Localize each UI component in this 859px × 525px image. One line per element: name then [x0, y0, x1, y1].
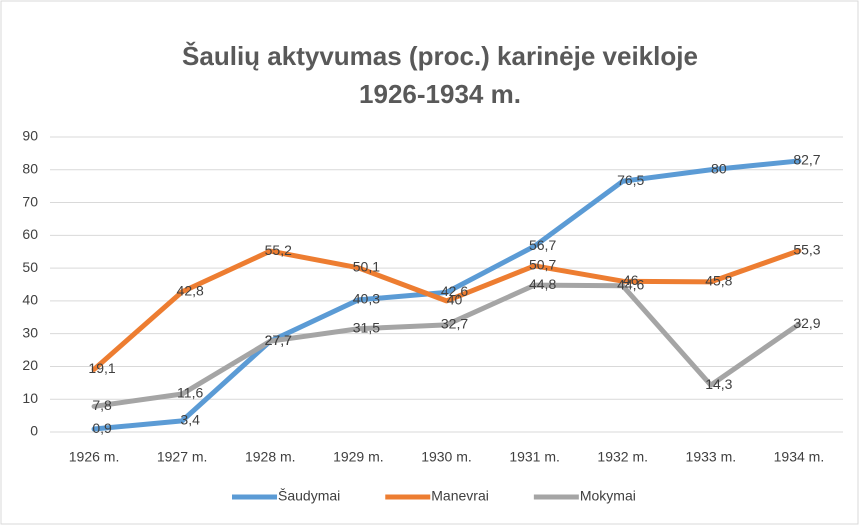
- data-label: 55,3: [793, 241, 820, 257]
- data-label: 0,9: [92, 420, 112, 436]
- chart-title: 1926-1934 m.: [359, 79, 521, 109]
- data-label: 40,3: [353, 291, 380, 307]
- data-label: 27,7: [265, 332, 292, 348]
- y-tick-label: 20: [22, 357, 38, 373]
- data-label: 50,1: [353, 258, 380, 274]
- series-line: [91, 248, 802, 372]
- y-tick-label: 0: [30, 423, 38, 439]
- data-label: 11,6: [177, 385, 203, 401]
- series-line: [91, 158, 802, 432]
- x-tick-label: 1928 m.: [245, 449, 296, 465]
- x-tick-label: 1926 m.: [69, 449, 120, 465]
- data-label: 7,8: [92, 397, 112, 413]
- y-tick-label: 40: [22, 292, 38, 308]
- x-tick-label: 1934 m.: [774, 449, 825, 465]
- data-label: 32,7: [441, 316, 468, 332]
- y-tick-label: 70: [22, 193, 38, 209]
- legend-label: Šaudymai: [278, 488, 340, 504]
- data-label: 40: [447, 292, 463, 308]
- x-tick-label: 1932 m.: [597, 449, 648, 465]
- data-label: 56,7: [529, 237, 556, 253]
- data-label: 27,7: [265, 332, 292, 348]
- data-label: 50,7: [529, 257, 556, 273]
- y-tick-label: 50: [22, 259, 38, 275]
- y-tick-label: 60: [22, 226, 38, 242]
- x-tick-label: 1930 m.: [421, 449, 472, 465]
- x-tick-label: 1929 m.: [333, 449, 384, 465]
- data-label: 42,8: [177, 282, 204, 298]
- data-label: 55,2: [265, 242, 292, 258]
- x-tick-label: 1933 m.: [686, 449, 737, 465]
- legend-label: Manevrai: [431, 488, 489, 504]
- data-label: 45,8: [705, 273, 732, 289]
- data-label: 32,9: [793, 315, 820, 331]
- data-label: 80: [711, 160, 727, 176]
- data-label: 14,3: [705, 376, 732, 392]
- data-label: 82,7: [793, 152, 820, 168]
- y-tick-label: 90: [22, 128, 38, 144]
- y-tick-label: 80: [22, 160, 38, 176]
- x-tick-label: 1931 m.: [509, 449, 560, 465]
- data-label: 3,4: [180, 412, 200, 428]
- data-label: 44,8: [529, 276, 556, 292]
- y-tick-label: 10: [22, 390, 38, 406]
- x-tick-label: 1927 m.: [157, 449, 208, 465]
- data-label: 19,1: [88, 360, 115, 376]
- y-tick-label: 30: [22, 324, 38, 340]
- data-label: 31,5: [353, 319, 380, 335]
- chart-title: Šaulių aktyvumas (proc.) karinėje veiklo…: [182, 41, 698, 71]
- data-label: 76,5: [617, 172, 644, 188]
- data-label: 42,6: [441, 283, 468, 299]
- data-label: 44,6: [617, 277, 644, 293]
- legend-label: Mokymai: [580, 488, 636, 504]
- series-line: [91, 282, 802, 409]
- data-label: 46: [623, 272, 639, 288]
